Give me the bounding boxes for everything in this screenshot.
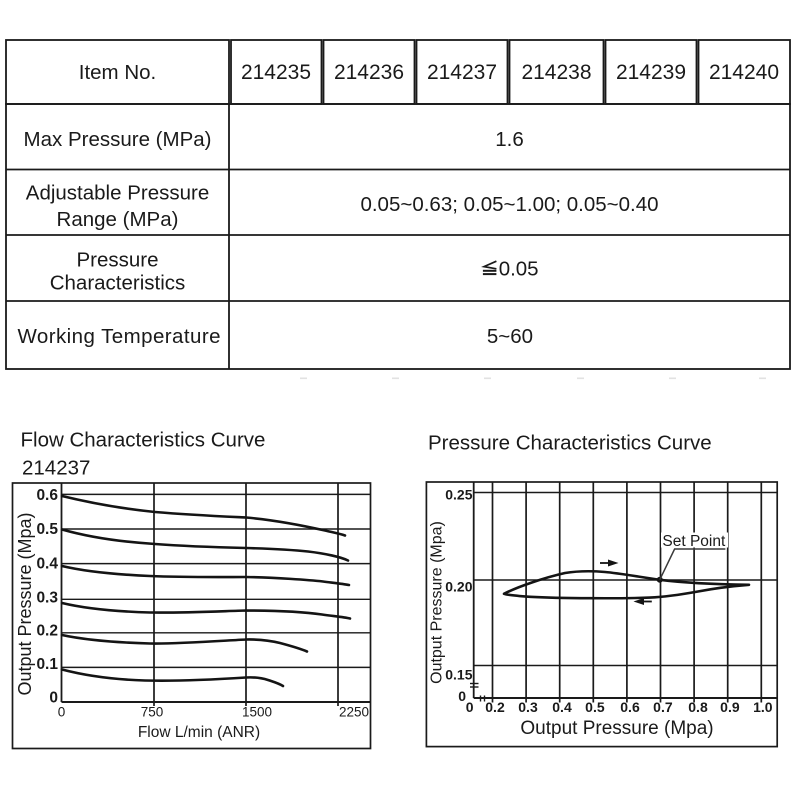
svg-text:Flow L/min (ANR): Flow L/min (ANR) xyxy=(138,724,260,741)
svg-text:0.3: 0.3 xyxy=(518,699,538,715)
svg-text:0.6: 0.6 xyxy=(620,699,640,715)
svg-text:0.2: 0.2 xyxy=(485,699,505,715)
svg-text:214239: 214239 xyxy=(616,61,686,84)
svg-text:Pressure: Pressure xyxy=(76,249,158,272)
svg-text:0.1: 0.1 xyxy=(36,656,58,673)
svg-text:0: 0 xyxy=(458,688,466,704)
svg-text:5~60: 5~60 xyxy=(487,325,533,348)
svg-text:1.6: 1.6 xyxy=(495,128,524,151)
svg-text:0.20: 0.20 xyxy=(445,579,472,595)
svg-text:1.0: 1.0 xyxy=(753,699,773,715)
svg-text:0.8: 0.8 xyxy=(688,699,708,715)
svg-text:0: 0 xyxy=(49,690,58,707)
svg-text:214237: 214237 xyxy=(427,61,497,84)
svg-text:214235: 214235 xyxy=(241,61,311,84)
svg-text:2250: 2250 xyxy=(339,705,369,720)
svg-text:Output Pressure (Mpa): Output Pressure (Mpa) xyxy=(429,521,446,684)
svg-text:0.05~0.63; 0.05~1.00; 0.05~0.4: 0.05~0.63; 0.05~1.00; 0.05~0.40 xyxy=(360,193,658,216)
svg-text:Pressure Characteristics Curve: Pressure Characteristics Curve xyxy=(428,432,712,455)
svg-text:0: 0 xyxy=(58,705,66,720)
svg-text:0.7: 0.7 xyxy=(653,699,673,715)
svg-text:0.3: 0.3 xyxy=(36,590,58,607)
svg-text:Item No.: Item No. xyxy=(79,61,156,84)
svg-text:214237: 214237 xyxy=(22,457,90,480)
svg-text:Adjustable Pressure: Adjustable Pressure xyxy=(26,182,209,205)
svg-text:750: 750 xyxy=(141,705,164,720)
svg-text:0.25: 0.25 xyxy=(445,487,472,503)
svg-text:Working Temperature: Working Temperature xyxy=(18,325,221,348)
svg-text:0: 0 xyxy=(466,699,474,715)
svg-text:Range (MPa): Range (MPa) xyxy=(57,208,179,231)
svg-text:0.4: 0.4 xyxy=(36,556,58,573)
svg-text:0.15: 0.15 xyxy=(445,667,472,683)
svg-text:Characteristics: Characteristics xyxy=(50,272,186,295)
svg-text:0.9: 0.9 xyxy=(720,699,740,715)
svg-text:214240: 214240 xyxy=(709,61,779,84)
svg-text:Flow Characteristics Curve: Flow Characteristics Curve xyxy=(21,429,266,452)
svg-text:0.4: 0.4 xyxy=(552,699,572,715)
svg-text:Max Pressure (MPa): Max Pressure (MPa) xyxy=(24,128,212,151)
svg-text:0.5: 0.5 xyxy=(36,521,58,538)
svg-text:214236: 214236 xyxy=(334,61,404,84)
svg-text:Output Pressure (Mpa): Output Pressure (Mpa) xyxy=(520,718,713,739)
svg-text:0.2: 0.2 xyxy=(36,623,58,640)
svg-text:0.6: 0.6 xyxy=(36,487,58,504)
svg-text:Output Pressure (Mpa): Output Pressure (Mpa) xyxy=(15,512,35,695)
svg-text:1500: 1500 xyxy=(242,705,272,720)
svg-text:0.5: 0.5 xyxy=(585,699,605,715)
svg-text:214238: 214238 xyxy=(521,61,591,84)
svg-text:Set Point: Set Point xyxy=(662,533,726,550)
svg-text:0.05: 0.05 xyxy=(499,258,539,281)
